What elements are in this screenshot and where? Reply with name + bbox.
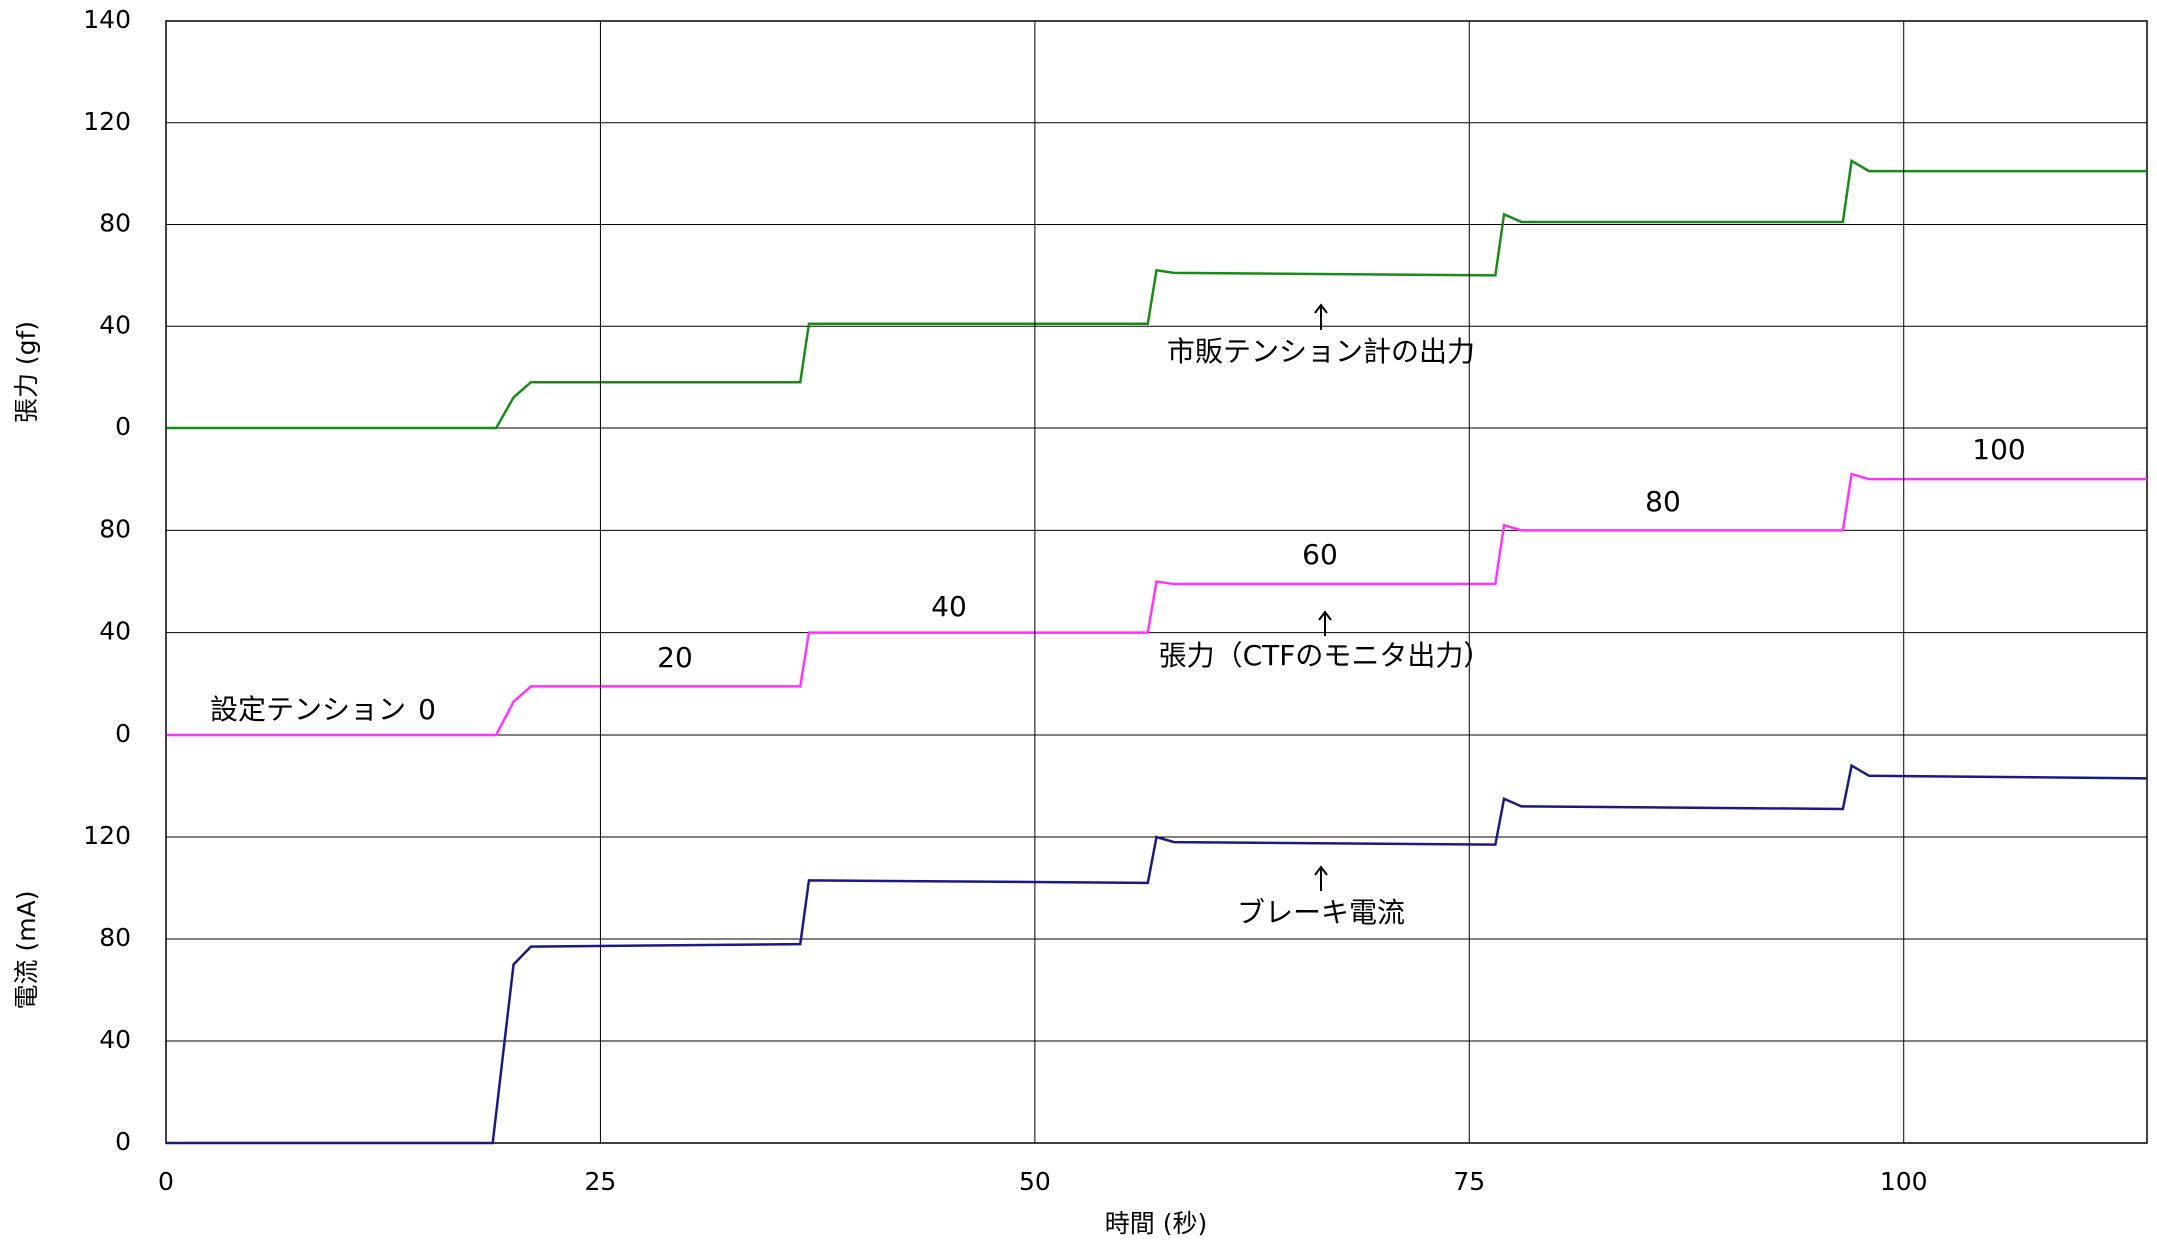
setpoint-value: 0 [418, 693, 436, 726]
data-line [166, 472, 2147, 737]
annotation: 張力（CTFのモニタ出力） [1159, 639, 1492, 672]
y-tick-label: 80 [99, 514, 131, 543]
annotation-arrowhead [1314, 865, 1328, 876]
x-tick-label: 25 [585, 1167, 617, 1196]
data-line [166, 158, 2147, 430]
y-tick-label: 80 [99, 209, 131, 238]
x-tick-label: 75 [1453, 1167, 1485, 1196]
setpoint-value: 60 [1302, 538, 1338, 571]
x-tick-label: 50 [1019, 1167, 1051, 1196]
x-tick-label: 100 [1880, 1167, 1928, 1196]
annotation: ブレーキ電流 [1237, 896, 1405, 929]
x-axis-label: 時間 (秒) [1105, 1209, 1207, 1238]
annotation: 市販テンション計の出力 [1167, 335, 1475, 368]
setpoint-value: 20 [657, 641, 693, 674]
y-axis-label: 電流 (mA) [12, 891, 41, 1010]
setpoint-label: 設定テンション [210, 693, 406, 726]
annotation-arrowhead [1318, 610, 1332, 621]
data-line [166, 763, 2148, 1145]
x-tick-label: 0 [158, 1167, 174, 1196]
setpoint-value: 40 [931, 590, 967, 623]
y-tick-label: 120 [83, 107, 131, 136]
y-tick-label: 120 [83, 821, 131, 850]
setpoint-value: 80 [1645, 485, 1681, 518]
y-tick-label: 40 [99, 310, 131, 339]
annotation-arrowhead [1314, 303, 1328, 314]
y-axis-label: 張力 (gf) [12, 321, 41, 423]
y-tick-label: 0 [115, 412, 131, 441]
setpoint-value: 100 [1972, 433, 2025, 466]
y-tick-label: 0 [115, 719, 131, 748]
y-tick-label: 0 [115, 1127, 131, 1156]
y-tick-label: 140 [83, 5, 131, 34]
y-tick-label: 40 [99, 1025, 131, 1054]
y-tick-label: 40 [99, 617, 131, 646]
y-tick-label: 80 [99, 923, 131, 952]
